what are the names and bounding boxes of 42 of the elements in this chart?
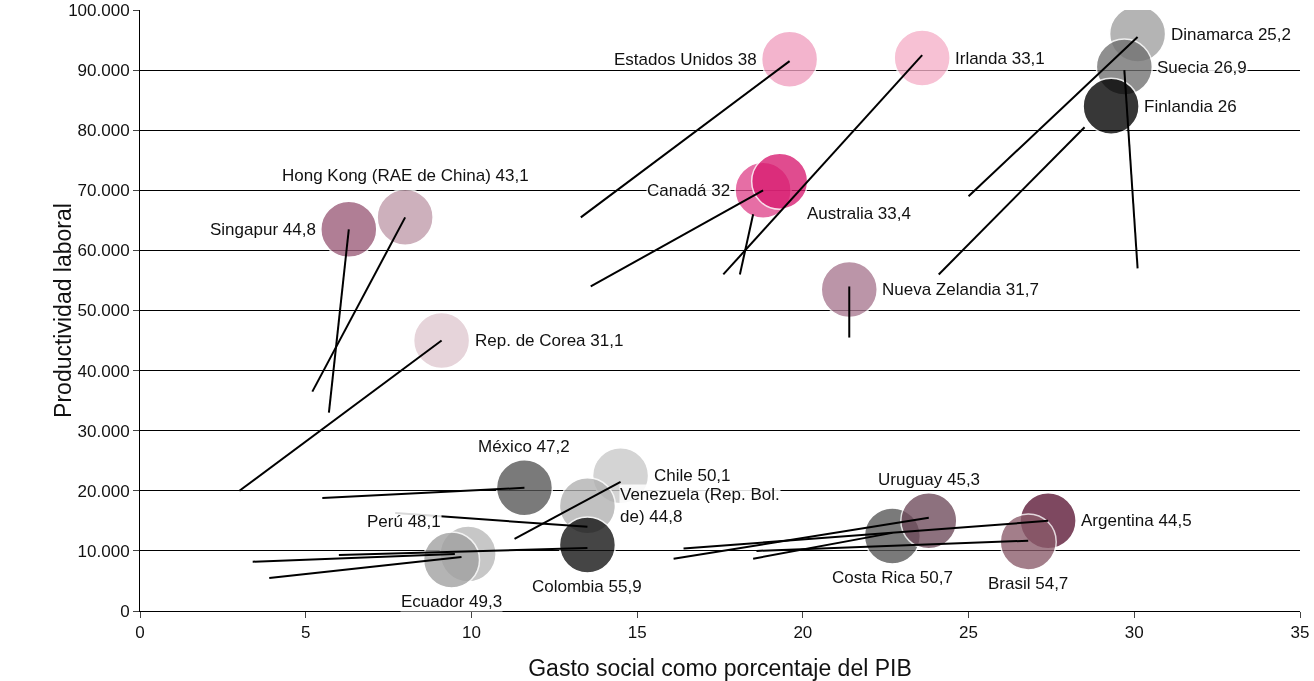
y-tick-label: 50.000	[77, 301, 130, 321]
annotation: Finlandia 26	[1144, 97, 1237, 116]
annotation: Irlanda 33,1	[955, 49, 1045, 68]
annotation: Nueva Zelandia 31,7	[882, 280, 1039, 299]
y-tick-label: 40.000	[77, 361, 130, 381]
x-tick-label: 35	[1290, 623, 1310, 643]
x-tick-label: 15	[627, 623, 647, 643]
annotation: Brasil 54,7	[988, 574, 1069, 593]
annotation: Canadá 32	[647, 181, 731, 200]
annotation: Rep. de Corea 31,1	[475, 331, 624, 350]
x-axis-title: Gasto social como porcentaje del PIB	[528, 655, 912, 681]
annotation: Estados Unidos 38	[614, 50, 757, 69]
y-tick-label: 10.000	[77, 541, 130, 561]
y-tick-label: 100.000	[68, 0, 130, 20]
y-tick-label: 70.000	[77, 181, 130, 201]
annotation: Hong Kong (RAE de China) 43,1	[282, 166, 529, 185]
annotation: Costa Rica 50,7	[832, 568, 953, 587]
annotation: Singapur 44,8	[210, 220, 316, 239]
y-tick-label: 30.000	[77, 421, 130, 441]
x-tick-label: 5	[300, 623, 311, 643]
x-tick-label: 30	[1124, 623, 1144, 643]
annotation: México 47,2	[478, 437, 570, 456]
annotation: Perú 48,1	[367, 512, 441, 531]
x-tick-label: 10	[461, 623, 481, 643]
y-tick-label: 80.000	[77, 121, 130, 141]
y-axis-title: Productividad laboral	[49, 203, 76, 418]
annotation: Chile 50,1	[654, 466, 731, 485]
annotation: Colombia 55,9	[532, 577, 642, 596]
annotation: Dinamarca 25,2	[1171, 25, 1292, 44]
annotation: Argentina 44,5	[1081, 511, 1192, 530]
annotation: Venezuela (Rep. Bol. de) 44,8	[620, 485, 780, 527]
y-tick-label: 20.000	[77, 481, 130, 501]
y-tick-label: 60.000	[77, 241, 130, 261]
x-tick-label: 20	[793, 623, 813, 643]
annotation: Suecia 26,9	[1157, 58, 1247, 77]
x-tick-label: 0	[135, 623, 145, 643]
y-tick-label: 0	[120, 601, 130, 621]
x-tick-label: 25	[959, 623, 979, 643]
y-tick-label: 90.000	[77, 61, 130, 81]
annotation: Ecuador 49,3	[401, 592, 503, 611]
annotation: Uruguay 45,3	[878, 470, 981, 489]
annotation: Australia 33,4	[807, 204, 911, 223]
